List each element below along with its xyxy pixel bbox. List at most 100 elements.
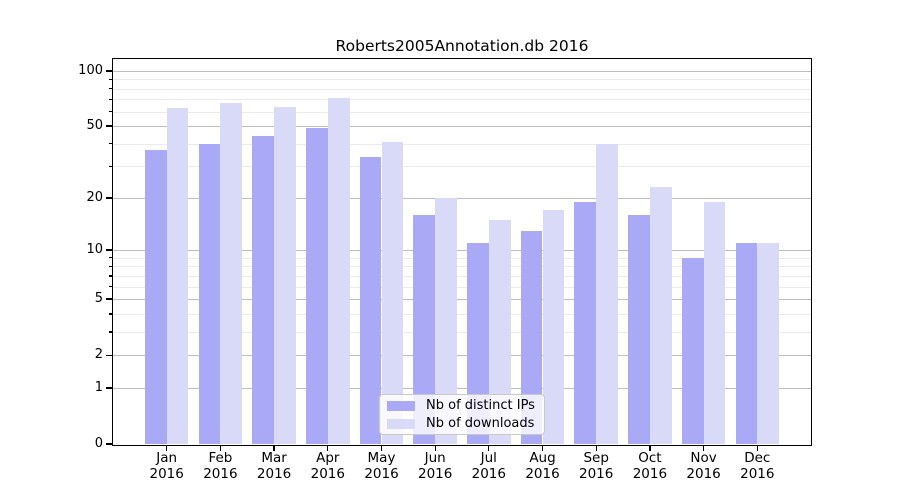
x-tick-label-line: 2016 — [686, 465, 721, 482]
x-tick-label-line: Sep — [583, 450, 609, 466]
bar-downloads-aug — [542, 210, 565, 444]
gridline-minor-40 — [113, 143, 811, 145]
y-tick-mark-0 — [105, 443, 113, 445]
bar-downloads-may — [381, 141, 404, 444]
y-minor-tick-mark-30 — [109, 165, 113, 168]
x-tick-mark-jul — [488, 445, 490, 451]
y-tick-mark-100 — [105, 70, 113, 72]
x-tick-label-mar: Mar 2016 — [231, 450, 317, 482]
y-minor-tick-mark-80 — [109, 88, 113, 90]
x-tick-label-apr: Apr 2016 — [285, 450, 371, 482]
gridline-minor-8 — [113, 266, 811, 268]
y-tick-label-0: 0 — [94, 436, 103, 451]
y-minor-tick-mark-9 — [109, 257, 113, 259]
chart-title: Roberts2005Annotation.db 2016 — [335, 37, 589, 55]
y-tick-label-50: 50 — [86, 118, 103, 134]
x-tick-mark-jan — [166, 445, 168, 451]
x-tick-label-jun: Jun 2016 — [392, 450, 478, 482]
x-tick-label-nov: Nov 2016 — [661, 450, 747, 482]
x-tick-label-line: Jul — [480, 450, 497, 466]
x-tick-label-line: Apr — [316, 450, 340, 466]
x-tick-label-line: 2016 — [471, 465, 506, 482]
legend: Nb of distinct IPs Nb of downloads — [379, 394, 545, 435]
bar-distinct-ips-feb — [198, 143, 221, 444]
x-tick-mark-oct — [649, 445, 651, 451]
bar-distinct-ips-jun — [413, 214, 436, 444]
y-minor-tick-mark-70 — [109, 98, 113, 101]
y-minor-tick-mark-60 — [109, 111, 113, 113]
gridline-minor-3 — [113, 331, 811, 333]
x-tick-mark-feb — [219, 445, 222, 451]
bar-distinct-ips-sep — [574, 201, 597, 444]
y-tick-mark-2 — [105, 354, 113, 356]
x-tick-label-line: Feb — [208, 450, 233, 466]
x-tick-label-feb: Feb 2016 — [177, 450, 263, 482]
plot-area — [113, 59, 811, 444]
gridline-100 — [113, 70, 811, 72]
bar-distinct-ips-dec — [735, 243, 758, 444]
gridline-50 — [113, 126, 811, 128]
bar-downloads-jun — [435, 197, 457, 444]
gridline-minor-90 — [113, 79, 811, 81]
legend-item-distinct-ips: Nb of distinct IPs — [387, 398, 537, 413]
gridline-minor-7 — [113, 275, 811, 277]
bar-downloads-apr — [327, 98, 350, 444]
x-tick-mark-nov — [702, 445, 705, 451]
x-tick-label-line: 2016 — [525, 465, 560, 482]
bar-downloads-feb — [220, 102, 243, 444]
x-tick-label-line: 2016 — [310, 465, 345, 482]
x-tick-mark-jun — [434, 445, 436, 451]
legend-swatch-downloads — [387, 418, 415, 429]
gridline-1 — [113, 388, 811, 389]
y-tick-label-20: 20 — [86, 189, 103, 205]
x-tick-label-line: May — [367, 450, 396, 466]
y-tick-label-1: 1 — [94, 380, 103, 395]
legend-label-distinct-ips: Nb of distinct IPs — [426, 398, 535, 413]
x-tick-label-line: Mar — [261, 450, 287, 466]
bar-distinct-ips-nov — [681, 257, 704, 444]
x-tick-label-line: 2016 — [740, 465, 775, 482]
y-minor-tick-mark-6 — [109, 286, 113, 288]
gridline-5 — [113, 299, 811, 301]
legend-label-downloads: Nb of downloads — [426, 416, 535, 431]
bar-distinct-ips-jan — [144, 149, 167, 444]
x-tick-label-line: Nov — [690, 450, 717, 466]
x-tick-label-line: 2016 — [203, 465, 238, 482]
y-tick-label-10: 10 — [86, 242, 103, 258]
y-tick-mark-5 — [105, 298, 113, 300]
x-tick-label-line: Oct — [638, 450, 662, 466]
x-tick-label-line: Dec — [744, 450, 771, 466]
y-minor-tick-mark-7 — [109, 275, 113, 277]
gridline-minor-80 — [113, 88, 811, 90]
x-tick-label-line: Jan — [156, 450, 178, 466]
x-tick-label-line: 2016 — [364, 465, 399, 482]
x-tick-label-sep: Sep 2016 — [553, 450, 639, 482]
legend-item-downloads: Nb of downloads — [387, 416, 537, 431]
x-tick-mark-aug — [541, 445, 544, 451]
bar-downloads-jan — [166, 107, 189, 444]
legend-swatch-distinct-ips — [387, 400, 415, 411]
y-tick-mark-1 — [105, 387, 113, 389]
x-tick-mark-dec — [756, 445, 758, 451]
gridline-minor-70 — [113, 99, 811, 101]
y-minor-tick-mark-90 — [109, 78, 113, 80]
bar-downloads-dec — [757, 243, 780, 444]
x-tick-label-line: 2016 — [418, 465, 453, 482]
x-tick-label-may: May 2016 — [339, 450, 425, 482]
bar-distinct-ips-mar — [252, 136, 275, 444]
bar-downloads-oct — [649, 187, 672, 444]
y-tick-label-2: 2 — [94, 347, 103, 363]
bar-distinct-ips-oct — [628, 214, 650, 444]
x-tick-label-oct: Oct 2016 — [607, 450, 693, 482]
x-tick-mark-sep — [595, 445, 597, 451]
gridline-minor-6 — [113, 286, 811, 288]
bar-downloads-nov — [703, 201, 726, 444]
x-tick-label-line: 2016 — [632, 465, 668, 482]
y-tick-mark-10 — [105, 249, 113, 251]
x-tick-label-aug: Aug 2016 — [500, 450, 586, 482]
y-minor-tick-mark-8 — [109, 265, 113, 268]
bar-distinct-ips-may — [359, 156, 382, 444]
gridline-20 — [113, 197, 811, 199]
x-tick-mark-mar — [273, 445, 275, 451]
